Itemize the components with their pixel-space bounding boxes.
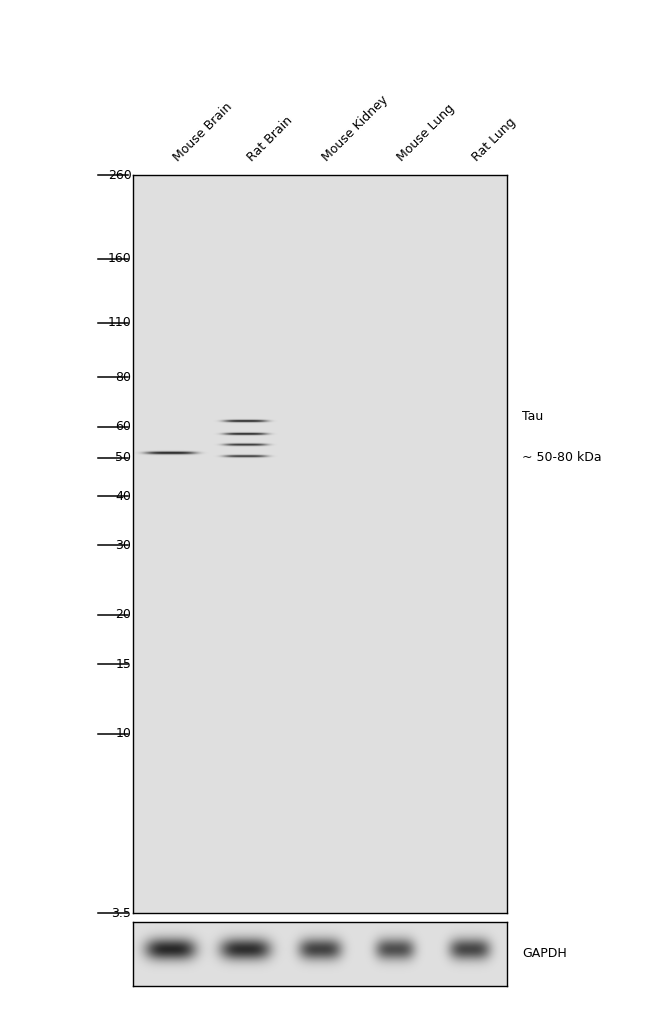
Text: Mouse Brain: Mouse Brain [170,100,235,164]
Text: Rat Brain: Rat Brain [246,115,296,164]
Text: 20: 20 [116,608,131,621]
Text: GAPDH: GAPDH [522,947,567,960]
Text: 10: 10 [116,727,131,740]
Text: 3.5: 3.5 [112,907,131,920]
Text: 260: 260 [108,169,131,182]
Text: 50: 50 [116,451,131,464]
Text: Mouse Kidney: Mouse Kidney [320,94,391,164]
Text: ~ 50-80 kDa: ~ 50-80 kDa [522,451,601,464]
Text: 160: 160 [108,252,131,265]
Text: 80: 80 [116,370,131,384]
Text: 110: 110 [108,316,131,329]
Text: Mouse Lung: Mouse Lung [395,102,457,164]
Text: 15: 15 [116,657,131,671]
Text: 40: 40 [116,489,131,503]
Text: 30: 30 [116,539,131,552]
Text: Rat Lung: Rat Lung [469,116,518,164]
Text: Tau: Tau [522,411,543,423]
Text: 60: 60 [116,420,131,433]
